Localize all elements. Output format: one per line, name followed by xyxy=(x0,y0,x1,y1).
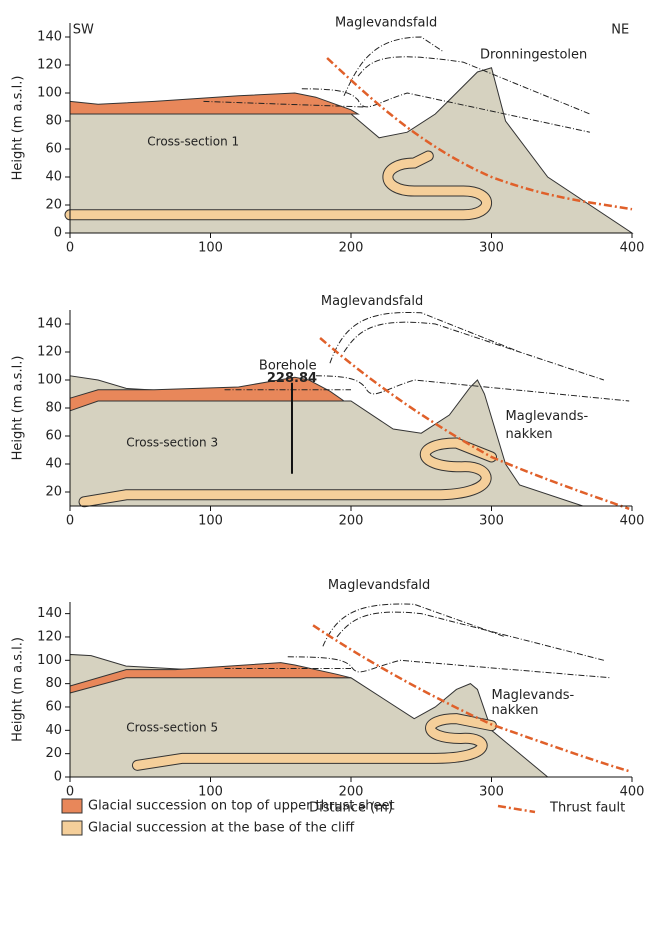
y-tick-label: 100 xyxy=(37,373,62,388)
annotation: Maglevands- xyxy=(506,409,589,424)
x-tick-label: 200 xyxy=(339,241,364,256)
y-axis-label: Height (m a.s.l.) xyxy=(11,637,26,742)
eroded-layer xyxy=(287,656,611,679)
upper-thrust-sheet xyxy=(69,662,352,694)
upper-thrust-sheet xyxy=(69,376,346,412)
x-tick-label: 300 xyxy=(479,514,504,529)
x-tick-label: 0 xyxy=(66,514,74,529)
annotation: Maglevands- xyxy=(492,688,575,703)
x-tick-label: 100 xyxy=(198,514,223,529)
eroded-layer xyxy=(329,311,520,364)
y-tick-label: 80 xyxy=(45,401,62,416)
x-tick-label: 100 xyxy=(198,785,223,800)
x-tick-label: 0 xyxy=(66,241,74,256)
y-axis-label: Height (m a.s.l.) xyxy=(11,356,26,461)
legend-label: Thrust fault xyxy=(549,801,625,816)
y-tick-label: 0 xyxy=(54,770,62,785)
eroded-layer xyxy=(336,611,605,661)
y-tick-label: 40 xyxy=(45,457,62,472)
legend-swatch xyxy=(61,798,83,814)
y-tick-label: 80 xyxy=(45,676,62,691)
y-tick-label: 60 xyxy=(45,429,62,444)
y-tick-label: 140 xyxy=(37,606,62,621)
annotation: Maglevandsfald xyxy=(335,16,437,31)
eroded-layer xyxy=(203,100,366,108)
annotation: Dronningestolen xyxy=(480,48,587,63)
annotation: Cross-section 1 xyxy=(147,135,239,149)
y-axis-label: Height (m a.s.l.) xyxy=(11,76,26,181)
thrust-fault xyxy=(312,624,630,773)
eroded-layer xyxy=(343,321,605,381)
y-tick-label: 40 xyxy=(45,170,62,185)
annotation: 228.84 xyxy=(267,371,317,386)
annotation: Cross-section 5 xyxy=(126,720,218,734)
cliff-base-succession xyxy=(132,714,496,770)
eroded-layer xyxy=(357,56,591,115)
annotation: Borehole xyxy=(259,359,317,374)
y-tick-label: 20 xyxy=(45,485,62,500)
legend-label: Glacial succession at the base of the cl… xyxy=(88,821,355,836)
x-tick-label: 400 xyxy=(620,241,645,256)
annotation: Cross-section 3 xyxy=(126,436,218,450)
x-tick-label: 0 xyxy=(66,785,74,800)
y-tick-label: 140 xyxy=(37,30,62,45)
annotation: nakken xyxy=(492,703,539,718)
x-tick-label: 200 xyxy=(339,514,364,529)
y-tick-label: 120 xyxy=(37,345,62,360)
x-tick-label: 200 xyxy=(339,785,364,800)
thrust-fault xyxy=(326,57,633,211)
y-tick-label: 40 xyxy=(45,723,62,738)
eroded-layer xyxy=(343,36,443,97)
y-tick-label: 80 xyxy=(45,114,62,129)
x-axis-label: Distance (m) xyxy=(309,801,393,816)
annotation: SW xyxy=(73,23,94,38)
y-tick-label: 20 xyxy=(45,198,62,213)
annotation: nakken xyxy=(506,427,553,442)
eroded-layer xyxy=(301,88,590,133)
annotation: Maglevandsfald xyxy=(321,294,423,309)
y-tick-label: 60 xyxy=(45,142,62,157)
y-tick-label: 120 xyxy=(37,629,62,644)
x-tick-label: 400 xyxy=(620,514,645,529)
x-tick-label: 300 xyxy=(479,785,504,800)
eroded-layer xyxy=(322,603,506,647)
cliff-base-succession xyxy=(65,151,491,220)
eroded-layer xyxy=(315,375,630,402)
y-tick-label: 20 xyxy=(45,746,62,761)
legend-line xyxy=(497,804,536,814)
annotation: Maglevandsfald xyxy=(328,578,430,593)
annotation: NE xyxy=(611,23,629,38)
y-tick-label: 0 xyxy=(54,226,62,241)
x-tick-label: 100 xyxy=(198,241,223,256)
y-tick-label: 120 xyxy=(37,58,62,73)
legend-swatch xyxy=(61,820,83,836)
x-tick-label: 400 xyxy=(620,785,645,800)
legend-label: Glacial succession on top of upper thrus… xyxy=(88,799,395,814)
x-tick-label: 300 xyxy=(479,241,504,256)
y-tick-label: 100 xyxy=(37,86,62,101)
thrust-fault xyxy=(319,337,630,510)
y-tick-label: 140 xyxy=(37,317,62,332)
ground xyxy=(69,375,583,507)
cliff-base-succession xyxy=(79,438,496,507)
ground xyxy=(69,67,634,234)
upper-thrust-sheet xyxy=(69,92,360,115)
y-tick-label: 100 xyxy=(37,653,62,668)
y-tick-label: 60 xyxy=(45,699,62,714)
